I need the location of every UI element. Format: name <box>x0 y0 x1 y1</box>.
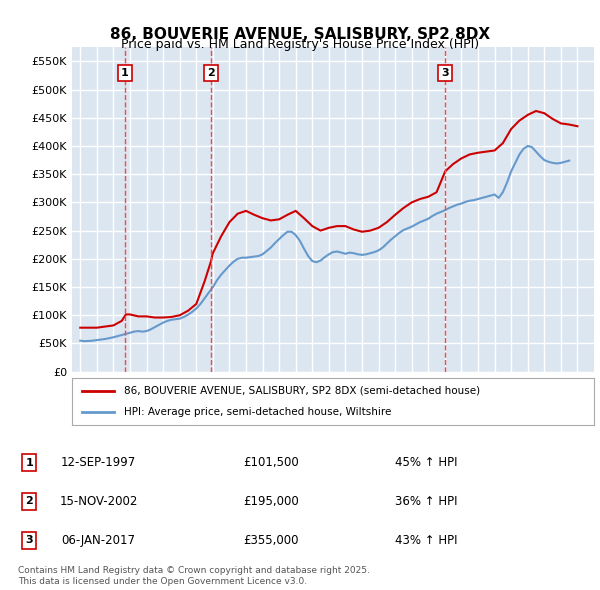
Text: 3: 3 <box>442 68 449 78</box>
Text: Price paid vs. HM Land Registry's House Price Index (HPI): Price paid vs. HM Land Registry's House … <box>121 38 479 51</box>
Text: 43% ↑ HPI: 43% ↑ HPI <box>395 534 458 547</box>
Text: 86, BOUVERIE AVENUE, SALISBURY, SP2 8DX (semi-detached house): 86, BOUVERIE AVENUE, SALISBURY, SP2 8DX … <box>124 386 481 396</box>
Text: 2: 2 <box>25 497 33 506</box>
Text: £101,500: £101,500 <box>244 456 299 469</box>
Text: 45% ↑ HPI: 45% ↑ HPI <box>395 456 458 469</box>
Text: Contains HM Land Registry data © Crown copyright and database right 2025.
This d: Contains HM Land Registry data © Crown c… <box>18 566 370 586</box>
Text: £355,000: £355,000 <box>244 534 299 547</box>
Text: 1: 1 <box>25 458 33 467</box>
Text: 06-JAN-2017: 06-JAN-2017 <box>61 534 136 547</box>
Text: 86, BOUVERIE AVENUE, SALISBURY, SP2 8DX: 86, BOUVERIE AVENUE, SALISBURY, SP2 8DX <box>110 27 490 41</box>
Text: 3: 3 <box>25 536 33 545</box>
Text: 1: 1 <box>121 68 129 78</box>
Text: 15-NOV-2002: 15-NOV-2002 <box>59 495 137 508</box>
Text: 12-SEP-1997: 12-SEP-1997 <box>61 456 136 469</box>
Text: 2: 2 <box>207 68 215 78</box>
Text: HPI: Average price, semi-detached house, Wiltshire: HPI: Average price, semi-detached house,… <box>124 407 392 417</box>
Text: 36% ↑ HPI: 36% ↑ HPI <box>395 495 458 508</box>
Text: £195,000: £195,000 <box>244 495 299 508</box>
